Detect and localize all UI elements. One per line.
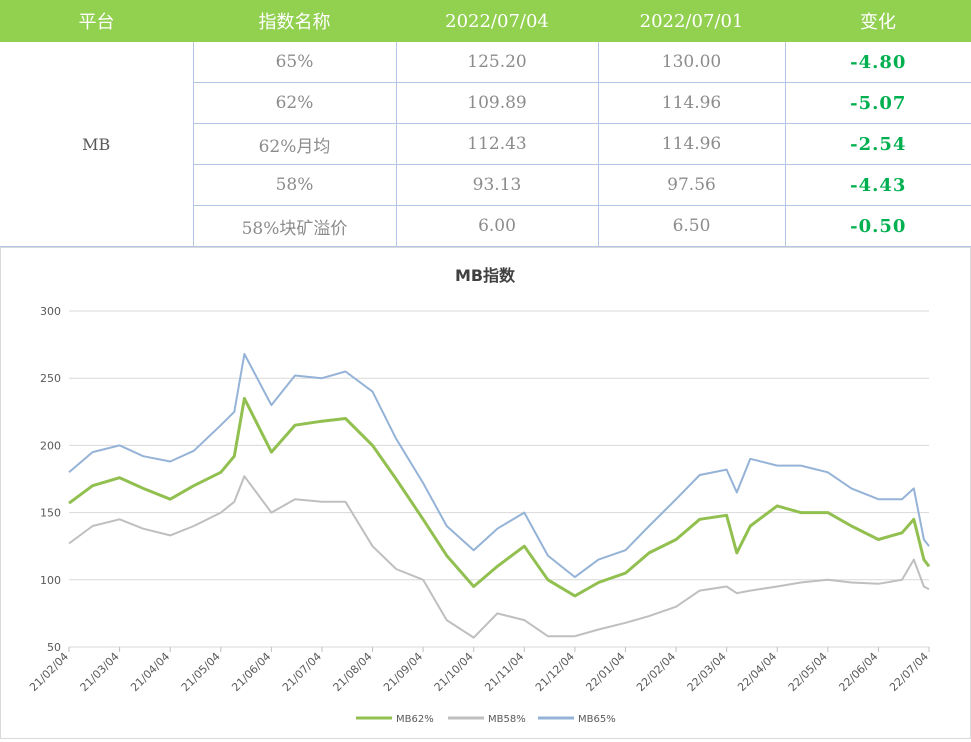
- index-name-cell: 62%月均: [193, 124, 396, 165]
- index-name-cell: 65%: [193, 42, 396, 83]
- x-tick-label: 22/03/04: [685, 650, 729, 694]
- series-line-MB65%: [69, 354, 929, 577]
- value-cell: 112.43: [396, 124, 598, 165]
- chart-title: MB指数: [455, 266, 516, 285]
- y-tick-label: 300: [40, 305, 61, 318]
- x-tick-label: 21/09/04: [381, 650, 425, 694]
- x-tick-label: 21/12/04: [533, 650, 577, 694]
- series-lines: [69, 354, 929, 638]
- change-cell: -2.54: [785, 124, 971, 165]
- change-cell: -4.80: [785, 42, 971, 83]
- x-tick-label: 22/07/04: [887, 650, 931, 694]
- value-cell: 97.56: [598, 165, 785, 206]
- x-tick-label: 22/05/04: [786, 650, 830, 694]
- legend: MB62% MB58% MB65%: [356, 714, 616, 725]
- index-name-cell: 58%块矿溢价: [193, 206, 396, 247]
- x-tick-label: 21/11/04: [482, 650, 526, 694]
- y-tick-label: 200: [40, 439, 61, 452]
- value-cell: 114.96: [598, 124, 785, 165]
- price-table: 平台 指数名称 2022/07/04 2022/07/01 变化 MB 65% …: [0, 0, 971, 247]
- index-name-cell: 58%: [193, 165, 396, 206]
- x-tick-label: 22/04/04: [735, 650, 779, 694]
- value-cell: 114.96: [598, 83, 785, 124]
- header-date-2: 2022/07/01: [598, 0, 785, 42]
- change-cell: -4.43: [785, 165, 971, 206]
- y-tick-label: 100: [40, 574, 61, 587]
- value-cell: 93.13: [396, 165, 598, 206]
- legend-label: MB65%: [578, 714, 616, 725]
- y-tick-label: 250: [40, 372, 61, 385]
- value-cell: 109.89: [396, 83, 598, 124]
- legend-label: MB58%: [488, 714, 526, 725]
- header-date-1: 2022/07/04: [396, 0, 598, 42]
- x-tick-label: 21/10/04: [432, 650, 476, 694]
- x-tick-label: 21/04/04: [128, 650, 172, 694]
- value-cell: 6.00: [396, 206, 598, 247]
- table-header-row: 平台 指数名称 2022/07/04 2022/07/01 变化: [0, 0, 971, 42]
- series-line-MB58%: [69, 476, 929, 637]
- x-tick-label: 21/03/04: [78, 650, 122, 694]
- header-change: 变化: [785, 0, 971, 42]
- x-tick-label: 21/05/04: [179, 650, 223, 694]
- change-cell: -5.07: [785, 83, 971, 124]
- x-tick-label: 22/02/04: [634, 650, 678, 694]
- value-cell: 130.00: [598, 42, 785, 83]
- index-name-cell: 62%: [193, 83, 396, 124]
- header-platform: 平台: [0, 0, 193, 42]
- value-cell: 125.20: [396, 42, 598, 83]
- platform-cell: MB: [0, 42, 193, 247]
- x-tick-label: 21/06/04: [229, 650, 273, 694]
- value-cell: 6.50: [598, 206, 785, 247]
- header-index-name: 指数名称: [193, 0, 396, 42]
- table-row: MB 65% 125.20 130.00 -4.80: [0, 42, 971, 83]
- gridlines: [69, 311, 929, 647]
- x-tick-label: 22/01/04: [583, 650, 627, 694]
- x-tick-label: 21/08/04: [331, 650, 375, 694]
- series-line-MB62%: [69, 398, 929, 596]
- x-tick-label: 22/06/04: [836, 650, 880, 694]
- x-tick-label: 21/07/04: [280, 650, 324, 694]
- x-tick-label: 21/02/04: [27, 650, 71, 694]
- legend-label: MB62%: [396, 714, 434, 725]
- y-tick-label: 150: [40, 507, 61, 520]
- change-cell: -0.50: [785, 206, 971, 247]
